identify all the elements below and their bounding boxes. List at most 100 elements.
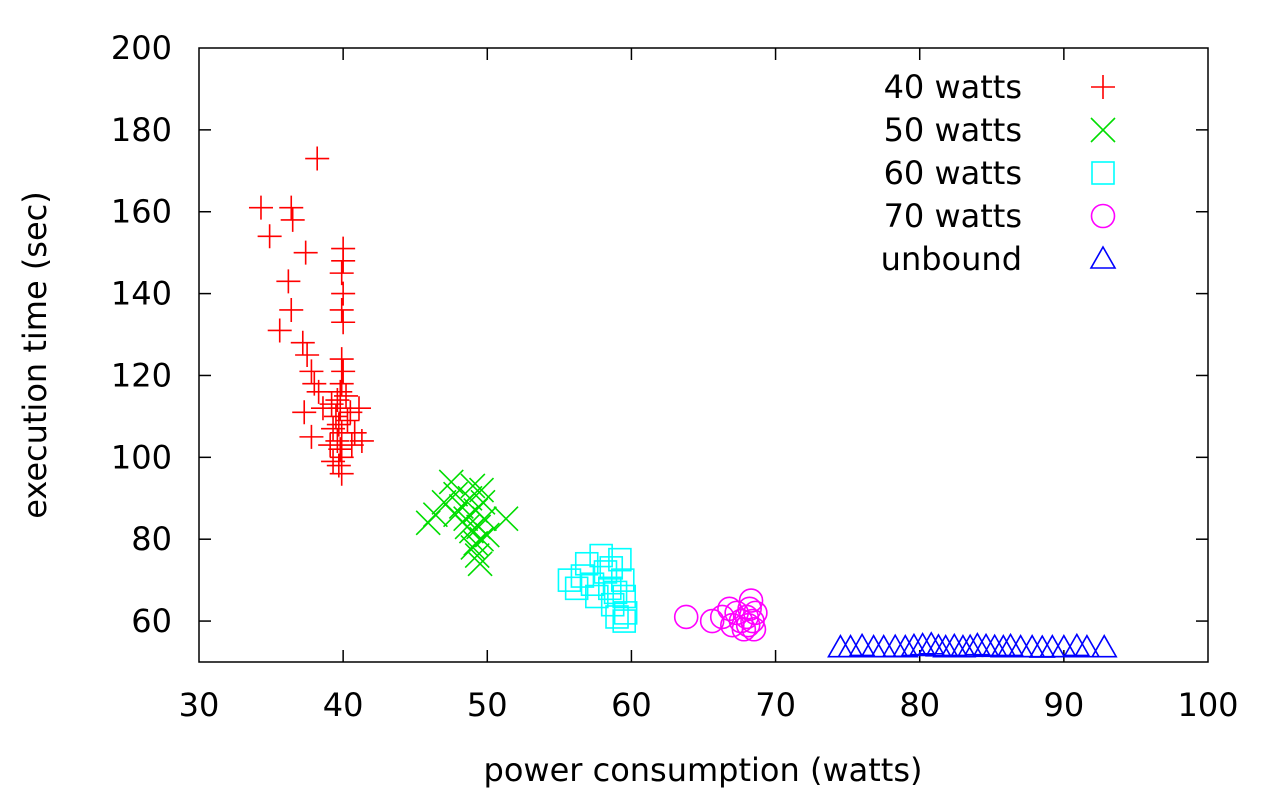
data-point (613, 601, 638, 625)
data-point (612, 584, 637, 609)
legend-label: 60 watts (884, 154, 1022, 192)
data-point (460, 473, 486, 499)
series-1 (415, 469, 519, 577)
data-point (603, 580, 628, 605)
data-point (471, 506, 497, 532)
legend-marker (1091, 161, 1115, 185)
data-point (331, 248, 356, 273)
data-point (709, 604, 735, 630)
y-tick-label: 160 (111, 193, 172, 231)
data-point (331, 281, 356, 306)
x-tick-label: 80 (899, 686, 940, 724)
data-point (321, 449, 346, 474)
data-point (963, 632, 991, 656)
data-point (443, 481, 469, 507)
x-axis-label: power consumption (watts) (484, 751, 923, 789)
data-point (956, 633, 984, 658)
data-point (737, 596, 762, 622)
data-point (257, 224, 282, 249)
data-point (329, 297, 354, 322)
data-point (580, 572, 605, 597)
y-axis-label: execution time (sec) (16, 191, 54, 519)
data-point (293, 240, 318, 265)
data-point (295, 343, 320, 367)
legend-marker (1091, 75, 1115, 99)
y-tick-label: 100 (111, 438, 172, 476)
data-point (972, 632, 1000, 657)
axis-ticks: 30 40 50 60 70 80 90 100 60 80 100 120 140 160 180 200 (111, 29, 1239, 724)
data-point (738, 588, 764, 613)
x-tick-label: 100 (1177, 686, 1238, 724)
y-tick-label: 60 (131, 602, 172, 640)
data-point (299, 424, 324, 449)
data-point (735, 612, 761, 638)
data-point (290, 330, 315, 355)
series-0 (248, 146, 374, 486)
data-point (940, 632, 968, 657)
data-point (493, 506, 519, 532)
data-point (743, 600, 768, 626)
y-tick-label: 140 (111, 275, 172, 313)
data-point (593, 560, 618, 584)
legend-label: unbound (881, 240, 1022, 278)
data-point (1090, 634, 1118, 658)
data-point (339, 433, 364, 458)
data-point (280, 207, 305, 232)
x-tick-label: 60 (611, 686, 652, 724)
data-point (731, 616, 757, 642)
legend-marker (1089, 245, 1117, 269)
data-point (292, 400, 317, 425)
y-tick-label: 200 (111, 29, 172, 67)
data-point (422, 502, 448, 528)
data-point (574, 551, 599, 576)
data-point (310, 396, 335, 421)
data-point (989, 634, 1017, 658)
data-point (299, 359, 324, 384)
data-point (279, 297, 304, 322)
y-tick-label: 180 (111, 111, 172, 149)
series-4 (827, 631, 1118, 658)
data-point (900, 632, 928, 657)
plot-frame (198, 47, 1209, 663)
data-point (349, 428, 374, 453)
y-tick-label: 120 (111, 356, 172, 394)
legend-marker (1090, 203, 1116, 229)
data-point (321, 416, 346, 441)
data-point (981, 633, 1009, 658)
data-point (917, 631, 945, 655)
data-point (474, 522, 500, 548)
x-tick-label: 40 (323, 686, 364, 724)
data-point (468, 477, 495, 503)
data-point (612, 609, 637, 633)
data-point (306, 379, 331, 404)
y-tick-label: 80 (131, 520, 172, 558)
data-point (443, 502, 469, 528)
legend-marker (1090, 117, 1116, 143)
series-3 (673, 588, 768, 642)
data-point (329, 261, 354, 286)
data-point (267, 318, 292, 343)
data-point (608, 547, 632, 572)
data-point (463, 530, 489, 556)
data-point (585, 584, 609, 609)
legend-label: 40 watts (884, 68, 1022, 106)
data-point (837, 634, 864, 658)
data-point (909, 632, 936, 656)
data-point (329, 461, 354, 486)
data-point (932, 634, 960, 658)
data-point (570, 564, 595, 588)
data-point (334, 383, 359, 408)
data-point (557, 568, 582, 592)
data-point (467, 551, 493, 577)
data-point (305, 146, 330, 171)
data-point (699, 608, 725, 634)
data-point (1073, 634, 1101, 658)
data-point (276, 269, 301, 294)
data-point (741, 616, 767, 642)
legend: 40 watts 50 watts 60 watts 70 watts unbound (881, 68, 1117, 278)
data-point (279, 195, 304, 220)
x-tick-label: 70 (755, 686, 796, 724)
data-marks (248, 146, 1118, 658)
data-point (564, 576, 589, 601)
